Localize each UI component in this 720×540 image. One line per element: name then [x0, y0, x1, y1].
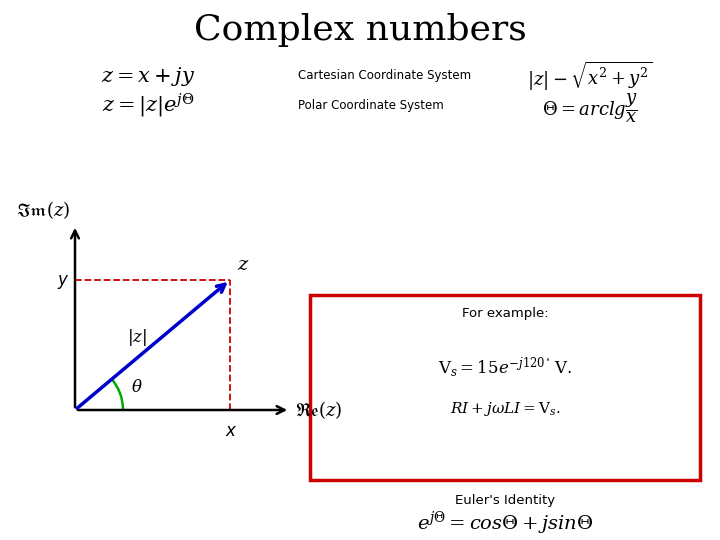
Text: x: x [225, 422, 235, 440]
Text: For example:: For example: [462, 307, 549, 320]
Text: $|z|$: $|z|$ [127, 327, 146, 348]
Text: Complex numbers: Complex numbers [194, 13, 526, 47]
Text: $\mathfrak{Re}(z)$: $\mathfrak{Re}(z)$ [295, 399, 343, 421]
Text: $\theta$: $\theta$ [131, 379, 143, 396]
Text: $RI + j\omega LI = \mathrm{V}_s.$: $RI + j\omega LI = \mathrm{V}_s.$ [450, 401, 560, 418]
Text: $\mathfrak{Im}(z)$: $\mathfrak{Im}(z)$ [16, 199, 70, 221]
Text: Euler's Identity: Euler's Identity [455, 494, 555, 507]
FancyBboxPatch shape [310, 295, 700, 480]
Text: Polar Coordinate System: Polar Coordinate System [298, 99, 444, 112]
Text: $\mathrm{V}_s = 15e^{-j120^\circ}\,\mathrm{V.}$: $\mathrm{V}_s = 15e^{-j120^\circ}\,\math… [438, 355, 572, 380]
Text: $|z| - \sqrt{x^2 + y^2}$: $|z| - \sqrt{x^2 + y^2}$ [527, 59, 653, 92]
Text: y: y [57, 271, 67, 289]
Text: $z = |z|e^{j\Theta}$: $z = |z|e^{j\Theta}$ [102, 92, 194, 120]
Text: $\Theta = arclg\dfrac{y}{x}$: $\Theta = arclg\dfrac{y}{x}$ [542, 91, 638, 125]
Text: $e^{j\Theta} = cos\Theta + jsin\Theta$: $e^{j\Theta} = cos\Theta + jsin\Theta$ [417, 510, 593, 537]
Text: $z = x + jy$: $z = x + jy$ [101, 64, 195, 87]
Text: $z$: $z$ [237, 255, 250, 274]
Text: Cartesian Coordinate System: Cartesian Coordinate System [298, 70, 471, 83]
